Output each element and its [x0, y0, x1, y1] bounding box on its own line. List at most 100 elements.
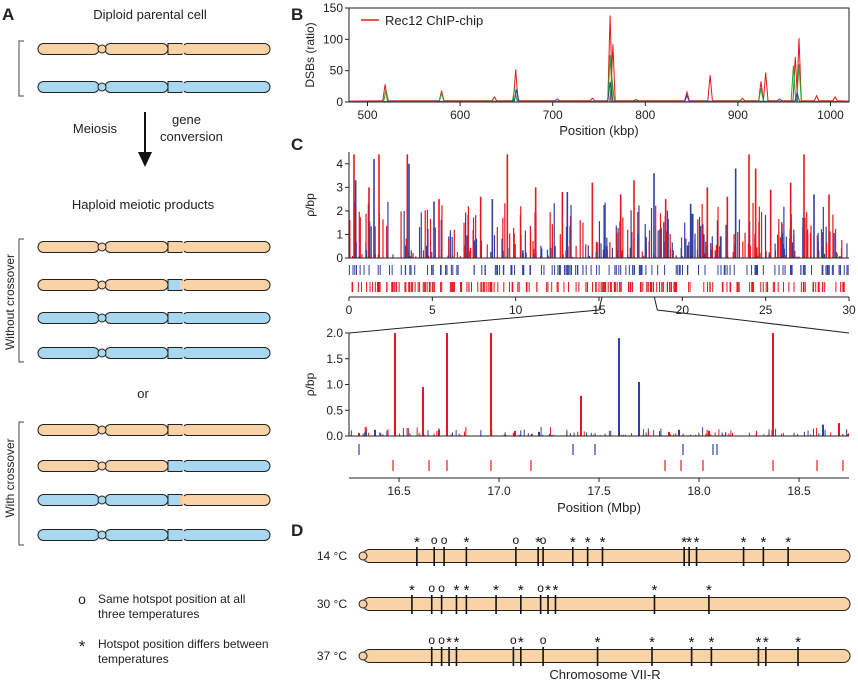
panel-a-title: Diploid parental cell	[93, 7, 207, 22]
hotspot-star: *	[518, 582, 524, 599]
haploid-products-label: Haploid meiotic products	[72, 197, 215, 212]
panel-c-zoom-chart: 0.0 0.5 1.0 1.5 2.0 ρ/bp 16.5 17.0 17.5 18.0 18.5 P…	[303, 296, 850, 515]
x-tick-label: 800	[635, 108, 655, 122]
y-axis-label: DSBs (ratio)	[303, 22, 317, 87]
chromosome-left-arm	[37, 494, 100, 506]
without-crossover-label: Without crossover	[3, 254, 17, 350]
group-bracket	[18, 238, 24, 363]
temperature-label: 30 °C	[317, 597, 347, 611]
hotspot-star: *	[493, 582, 499, 599]
chromosome-distal-arm	[181, 529, 271, 541]
chromosome-right-arm	[104, 529, 169, 541]
arm-join	[180, 530, 184, 540]
x-tick-label: 30	[842, 303, 856, 317]
y-axis-label: ρ/bp	[303, 193, 317, 217]
conversion-segment	[167, 494, 183, 506]
conversion-segment	[167, 279, 183, 291]
hotspot-circle: o	[428, 581, 435, 595]
legend-o-symbol: o	[78, 591, 86, 607]
meiosis-label: Meiosis	[73, 121, 118, 136]
chromosome-distal-arm	[181, 460, 271, 472]
conversion-segment	[167, 460, 183, 472]
hotspot-star: *	[681, 534, 687, 551]
y-tick-label: 2	[336, 204, 343, 218]
centromere	[97, 530, 107, 540]
with-crossover-label: With crossover	[3, 438, 17, 517]
centromere	[358, 599, 368, 609]
chromosome-distal-arm	[181, 347, 271, 359]
centromere	[97, 348, 107, 358]
arm-join	[180, 82, 184, 92]
hotspot-star: *	[795, 634, 801, 651]
centromere	[97, 82, 107, 92]
hotspot-star: *	[763, 634, 769, 651]
hotspot-star: *	[454, 582, 460, 599]
x-axis-label: Position (Mbp)	[557, 500, 641, 515]
zoom-connector-left	[348, 296, 603, 334]
centromere	[97, 461, 107, 471]
panel-d-letter: D	[291, 521, 303, 540]
centromere	[97, 44, 107, 54]
x-tick-label: 600	[450, 108, 470, 122]
panel-d-chart: 14 °C* o o * o *o * * * * * * * * *30 °C* o o * * * * o * * * *37…	[317, 533, 851, 666]
hotspot-star: *	[518, 634, 524, 651]
panel-d-xlabel: Chromosome VII-R	[549, 667, 660, 682]
panel-b-chart: 500 600 700 800 900 1000 0 50 100 150 Position (kb…	[303, 1, 850, 138]
chromosome-left-arm	[37, 81, 100, 93]
hotspot-star: *	[600, 534, 606, 551]
hotspot-star: *	[785, 534, 791, 551]
hotspot-star: *	[409, 582, 415, 599]
y-tick-label: 1.5	[326, 352, 343, 366]
chromosome-right-arm	[104, 494, 169, 506]
x-tick-label: 18.0	[687, 484, 711, 498]
x-tick-label: 17.5	[587, 484, 611, 498]
hotspot-circle: o	[441, 533, 448, 547]
centromere	[97, 280, 107, 290]
conversion-segment	[167, 43, 183, 55]
hotspot-star: *	[463, 582, 469, 599]
hotspot-star: *	[463, 534, 469, 551]
y-tick-label: 3	[336, 180, 343, 194]
x-tick-label: 0	[346, 303, 353, 317]
temperature-label: 14 °C	[317, 549, 347, 563]
temperature-label: 37 °C	[317, 649, 347, 663]
conversion-segment	[167, 312, 183, 324]
chromosome-left-arm	[37, 279, 100, 291]
y-tick-label: 4	[336, 157, 343, 171]
legend-star-line2: temperatures	[98, 652, 169, 666]
y-tick-label: 150	[323, 1, 343, 15]
chromosome-left-arm	[37, 43, 100, 55]
hotspot-circle: o	[540, 633, 547, 647]
centromere	[97, 242, 107, 252]
gene-conversion-label-2: conversion	[160, 129, 223, 144]
series-line-blue	[348, 81, 850, 102]
hotspot-circle: o	[513, 533, 520, 547]
chromosome-right-arm	[104, 43, 169, 55]
plot-frame	[348, 7, 850, 103]
legend-star-symbol: *	[79, 637, 86, 656]
x-tick-label: 17.0	[487, 484, 511, 498]
y-tick-label: 0	[336, 95, 343, 109]
x-tick-label: 5	[429, 303, 436, 317]
panel-a-letter: A	[2, 5, 14, 24]
y-tick-label: 1.0	[326, 378, 343, 392]
chromosome-left-arm	[37, 529, 100, 541]
x-tick-label: 1000	[817, 108, 844, 122]
chromosome-distal-arm	[181, 81, 271, 93]
panel-c-letter: C	[291, 135, 303, 154]
hotspot-star: *	[553, 582, 559, 599]
y-tick-label: 100	[323, 32, 343, 46]
arm-join	[180, 242, 184, 252]
y-tick-label: 0	[336, 251, 343, 265]
conversion-segment	[167, 347, 183, 359]
arm-join	[180, 44, 184, 54]
conversion-segment	[167, 529, 183, 541]
chromosome-right-arm	[104, 424, 169, 436]
centromere	[97, 425, 107, 435]
hotspot-star: *	[694, 534, 700, 551]
y-tick-label: 2.0	[326, 326, 343, 340]
x-tick-label: 10	[509, 303, 523, 317]
hotspot-circle: o	[428, 633, 435, 647]
hotspot-circle: o	[438, 633, 445, 647]
